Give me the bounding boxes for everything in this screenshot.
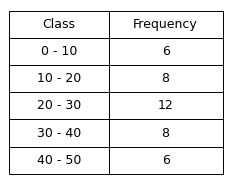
- Bar: [9, 92, 108, 119]
- Bar: [9, 147, 108, 174]
- Bar: [108, 119, 222, 147]
- Text: 10 - 20: 10 - 20: [37, 72, 81, 85]
- Text: 6: 6: [161, 154, 169, 167]
- Bar: [108, 92, 222, 119]
- Bar: [108, 38, 222, 65]
- Text: Frequency: Frequency: [133, 18, 197, 31]
- Text: 20 - 30: 20 - 30: [37, 99, 81, 112]
- Text: 40 - 50: 40 - 50: [36, 154, 81, 167]
- Bar: [108, 11, 222, 38]
- Text: 12: 12: [157, 99, 173, 112]
- Text: 8: 8: [161, 127, 169, 140]
- Text: 6: 6: [161, 45, 169, 58]
- Bar: [9, 65, 108, 92]
- Bar: [9, 38, 108, 65]
- Bar: [9, 11, 108, 38]
- Text: 8: 8: [161, 72, 169, 85]
- Bar: [108, 147, 222, 174]
- Bar: [9, 119, 108, 147]
- Text: Class: Class: [42, 18, 75, 31]
- Bar: [108, 65, 222, 92]
- Text: 30 - 40: 30 - 40: [37, 127, 81, 140]
- Text: 0 - 10: 0 - 10: [41, 45, 77, 58]
